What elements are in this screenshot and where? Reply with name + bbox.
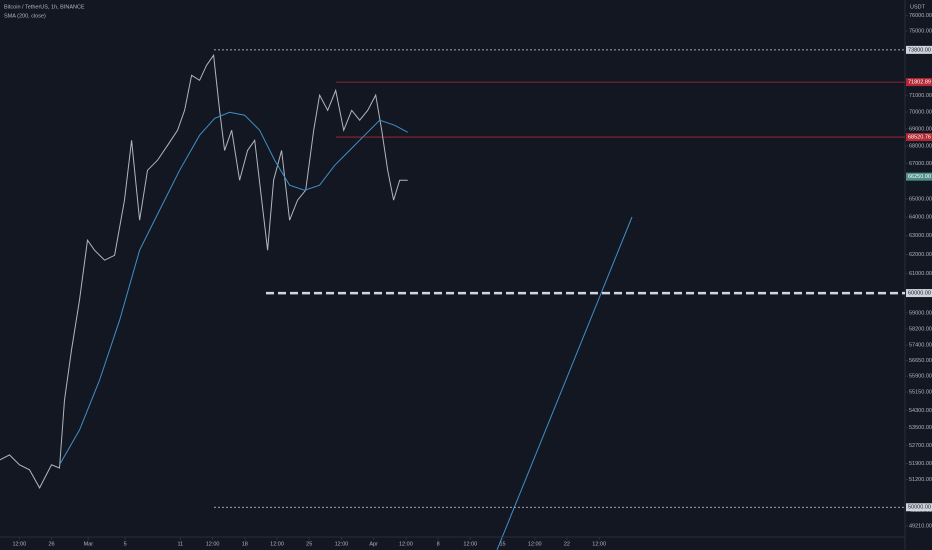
currency-label: USDT	[910, 4, 926, 10]
y-tick-label: 67000.00	[909, 161, 932, 167]
price-label: 68520.76	[908, 135, 931, 141]
y-tick-label: 59000.00	[909, 310, 932, 316]
price-label: 60000.00	[908, 291, 931, 297]
x-tick-label: 8	[437, 541, 440, 547]
x-tick-label: 12:00	[592, 541, 606, 547]
x-tick-label: 26	[48, 541, 54, 547]
y-tick-label: 64000.00	[909, 215, 932, 221]
y-tick-label: 51200.00	[909, 477, 932, 483]
series-line	[0, 53, 408, 489]
y-tick-label: 51900.00	[909, 461, 932, 467]
series-line	[59, 111, 408, 466]
x-tick-label: 12:00	[528, 541, 542, 547]
price-label: 73800.00	[908, 47, 931, 53]
x-tick-label: 12:00	[335, 541, 349, 547]
x-tick-label: Mar	[84, 541, 94, 547]
y-tick-label: 71000.00	[909, 93, 932, 99]
x-tick-label: 22	[564, 541, 570, 547]
price-label-box	[906, 78, 932, 87]
y-tick-label: 76000.00	[909, 13, 932, 19]
trend-line	[496, 216, 633, 550]
y-tick-label: 68000.00	[909, 143, 932, 149]
x-tick-label: 12:00	[463, 541, 477, 547]
y-tick-label: 69000.00	[909, 126, 932, 132]
y-tick-label: 52700.00	[909, 443, 932, 449]
y-tick-label: 62000.00	[909, 252, 932, 258]
chart-title: Bitcoin / TetherUS, 1h, BINANCE	[4, 4, 85, 10]
x-tick-label: Apr	[369, 541, 378, 547]
price-label: 66250.00	[908, 174, 931, 180]
y-tick-label: 75000.00	[909, 28, 932, 34]
x-tick-label: 12:00	[270, 541, 284, 547]
x-tick-label: 11	[178, 541, 184, 547]
x-tick-label: 18	[242, 541, 248, 547]
x-tick-label: 12:00	[399, 541, 413, 547]
price-label-box	[906, 133, 932, 142]
y-tick-label: 49210.00	[909, 523, 932, 529]
y-tick-label: 65000.00	[909, 196, 932, 202]
x-tick-label: 5	[124, 541, 127, 547]
x-tick-label: 12:00	[12, 541, 26, 547]
price-label-box	[906, 503, 932, 512]
y-tick-label: 53500.00	[909, 425, 932, 431]
indicator-label: SMA (200, close)	[4, 13, 46, 19]
y-tick-label: 54300.00	[909, 408, 932, 414]
price-label: 50000.00	[908, 505, 931, 511]
x-tick-label: 25	[306, 541, 312, 547]
y-tick-label: 70000.00	[909, 109, 932, 115]
y-tick-label: 55900.00	[909, 374, 932, 380]
price-label: 71802.89	[908, 80, 931, 86]
price-label-box	[906, 289, 932, 298]
y-tick-label: 56650.00	[909, 358, 932, 364]
price-label-box	[906, 45, 932, 54]
y-tick-label: 58200.00	[909, 326, 932, 332]
price-label-box	[906, 172, 932, 181]
y-tick-label: 57400.00	[909, 343, 932, 349]
y-tick-label: 61000.00	[909, 271, 932, 277]
y-tick-label: 55150.00	[909, 390, 932, 396]
y-tick-label: 63000.00	[909, 233, 932, 239]
x-tick-label: 15	[499, 541, 505, 547]
x-tick-label: 12:00	[206, 541, 220, 547]
